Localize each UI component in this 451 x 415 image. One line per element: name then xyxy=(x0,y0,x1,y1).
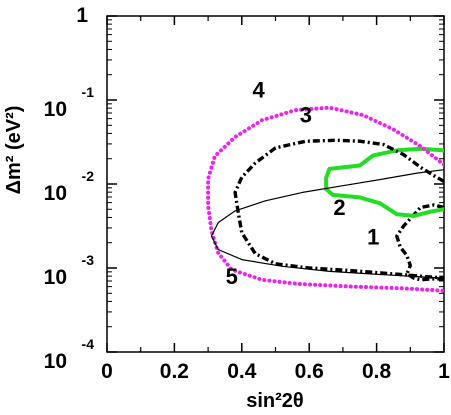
y-tick-label: 10 xyxy=(44,98,67,121)
y-tick-exponent: -1 xyxy=(82,84,95,100)
x-tick-label: 0.8 xyxy=(362,360,392,383)
y-tick-label: 10 xyxy=(44,350,67,373)
contour-curve-5 xyxy=(210,169,444,279)
x-tick-label: 1 xyxy=(438,360,450,383)
x-tick-label: 0 xyxy=(101,360,113,383)
y-tick-label: 1 xyxy=(76,4,88,27)
y-tick-label: 10 xyxy=(44,266,67,289)
y-axis-ticks: 1 10 -1 10 -2 10 -3 10 -4 xyxy=(44,4,444,373)
curve-label-4: 4 xyxy=(253,77,266,102)
curve-label-2: 2 xyxy=(333,195,345,220)
x-axis-label: sin²2θ xyxy=(246,390,304,412)
x-tick-label: 0.6 xyxy=(295,360,324,383)
contour-curve-1 xyxy=(395,203,444,282)
x-tick-label: 0.4 xyxy=(227,360,257,383)
contour-curve-3 xyxy=(233,138,444,280)
x-axis-ticks: 0 0.2 0.4 0.6 0.8 1 xyxy=(101,16,450,383)
curve-label-5: 5 xyxy=(226,264,238,289)
contour-curve-4 xyxy=(206,105,444,293)
curve-label-layer: 12 3 4 5 xyxy=(226,77,380,288)
y-tick-exponent: -4 xyxy=(82,336,95,352)
y-tick-label: 10 xyxy=(44,182,67,205)
curve-layer xyxy=(206,105,444,293)
plot-frame xyxy=(106,15,445,353)
curve-label-3: 3 xyxy=(300,103,312,128)
y-tick-exponent: -2 xyxy=(82,168,95,184)
y-axis-label: Δm² (eV²) xyxy=(3,106,25,195)
x-tick-label: 0.2 xyxy=(160,360,189,383)
y-tick-exponent: -3 xyxy=(82,252,95,268)
curve-label-1: 1 xyxy=(367,224,379,249)
